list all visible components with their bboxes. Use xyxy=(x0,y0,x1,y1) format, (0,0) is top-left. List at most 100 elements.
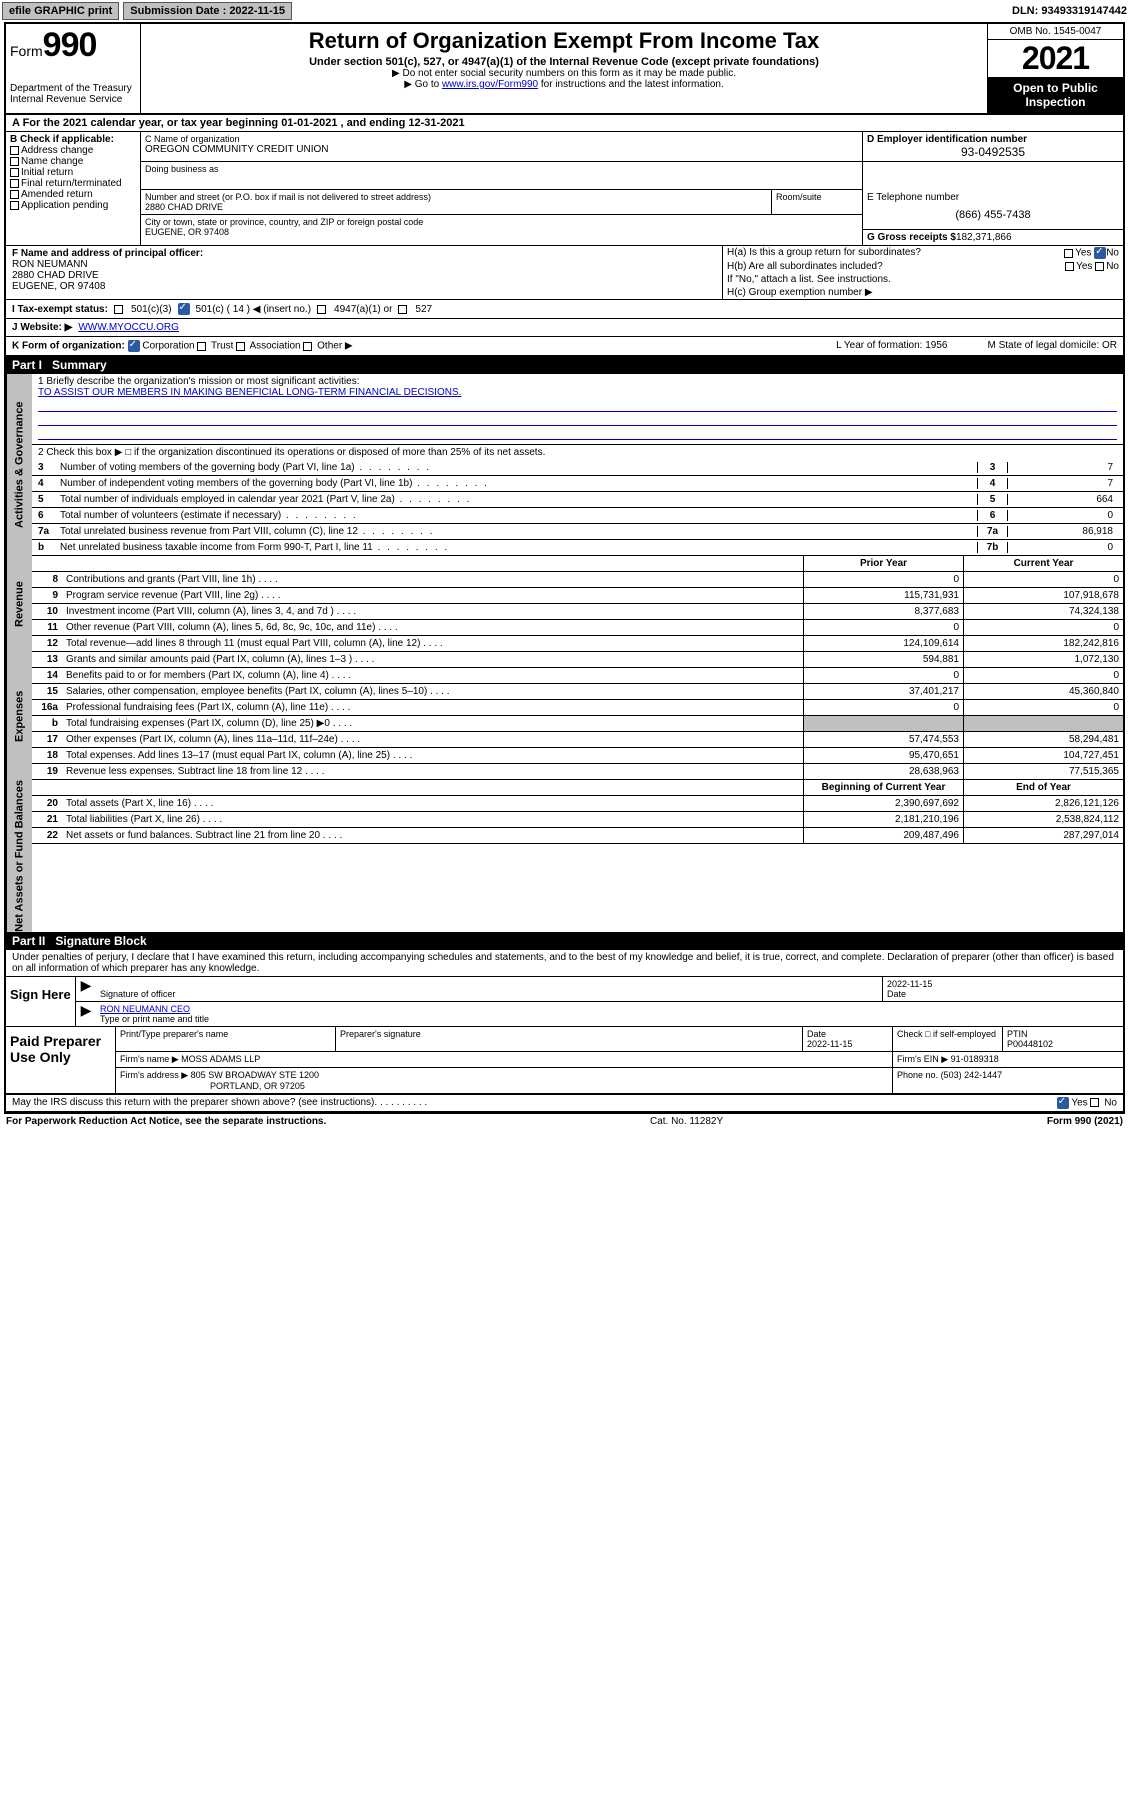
ha-q: H(a) Is this a group return for subordin… xyxy=(727,247,1064,259)
cb-final[interactable] xyxy=(10,179,19,188)
gov-row: 5Total number of individuals employed in… xyxy=(32,492,1123,508)
irs-link[interactable]: www.irs.gov/Form990 xyxy=(442,79,538,90)
block-bcd: B Check if applicable: Address change Na… xyxy=(6,132,1123,246)
sig-date-field: 2022-11-15Date xyxy=(883,977,1123,1001)
room-box: Room/suite xyxy=(772,190,862,214)
g-gross-box: G Gross receipts $182,371,866 xyxy=(863,230,1123,245)
cb-amended[interactable] xyxy=(10,190,19,199)
hb-yes[interactable] xyxy=(1065,262,1074,271)
submission-date: Submission Date : 2022-11-15 xyxy=(123,2,292,20)
row-a-period: A For the 2021 calendar year, or tax yea… xyxy=(6,115,1123,132)
hdr-prior: Prior Year xyxy=(803,556,963,571)
part1-gov-body: Activities & Governance 1 Briefly descri… xyxy=(6,374,1123,556)
prep-name-lab: Print/Type preparer's name xyxy=(116,1027,336,1051)
f-officer: F Name and address of principal officer:… xyxy=(6,246,723,299)
officer-name: RON NEUMANN xyxy=(12,259,88,270)
header-mid: Return of Organization Exempt From Incom… xyxy=(141,24,988,113)
net-row: 22Net assets or fund balances. Subtract … xyxy=(32,828,1123,844)
cb-initial[interactable] xyxy=(10,168,19,177)
net-row: 20Total assets (Part X, line 16) . . . .… xyxy=(32,796,1123,812)
officer-name-link[interactable]: RON NEUMANN CEO xyxy=(100,1004,190,1014)
exp-row: 19Revenue less expenses. Subtract line 1… xyxy=(32,764,1123,780)
e-label: E Telephone number xyxy=(867,192,1119,203)
cb-name-change[interactable] xyxy=(10,157,19,166)
sign-here-label: Sign Here xyxy=(6,977,76,1026)
may-discuss: May the IRS discuss this return with the… xyxy=(6,1095,1123,1112)
may-no[interactable] xyxy=(1090,1098,1099,1107)
gov-row: 7aTotal unrelated business revenue from … xyxy=(32,524,1123,540)
may-q: May the IRS discuss this return with the… xyxy=(12,1097,374,1109)
dba-label: Doing business as xyxy=(145,164,858,174)
phone-value: (866) 455-7438 xyxy=(867,203,1119,221)
firm-name-box: Firm's name ▶ MOSS ADAMS LLP xyxy=(116,1052,893,1067)
mission-text[interactable]: TO ASSIST OUR MEMBERS IN MAKING BENEFICI… xyxy=(38,387,461,398)
city-box: City or town, state or province, country… xyxy=(141,215,862,239)
part1-header: Part I Summary xyxy=(6,356,1123,374)
hdr-boy: Beginning of Current Year xyxy=(803,780,963,795)
page-footer: For Paperwork Reduction Act Notice, see … xyxy=(0,1114,1129,1129)
street-value: 2880 CHAD DRIVE xyxy=(145,202,767,212)
dln: DLN: 93493319147442 xyxy=(1012,5,1127,17)
street-label: Number and street (or P.O. box if mail i… xyxy=(145,192,767,202)
open-to-public: Open to Public Inspection xyxy=(988,77,1123,113)
cb-app-pending[interactable] xyxy=(10,201,19,210)
prep-self-emp: Check □ if self-employed xyxy=(893,1027,1003,1051)
part2-header: Part II Signature Block xyxy=(6,932,1123,950)
cb-other[interactable] xyxy=(303,342,312,351)
ha-yes[interactable] xyxy=(1064,249,1073,258)
gov-row: 4Number of independent voting members of… xyxy=(32,476,1123,492)
hc-q: H(c) Group exemption number ▶ xyxy=(727,287,1119,298)
hb-no[interactable] xyxy=(1095,262,1104,271)
cb-4947[interactable] xyxy=(317,305,326,314)
hb-note: If "No," attach a list. See instructions… xyxy=(727,274,1119,285)
cb-trust[interactable] xyxy=(197,342,206,351)
city-label: City or town, state or province, country… xyxy=(145,217,858,227)
col-cd: C Name of organization OREGON COMMUNITY … xyxy=(141,132,1123,245)
efile-button[interactable]: efile GRAPHIC print xyxy=(2,2,119,20)
form-container: Form990 Department of the Treasury Inter… xyxy=(4,22,1125,1114)
g-label: G Gross receipts $ xyxy=(867,232,956,243)
cb-assoc[interactable] xyxy=(236,342,245,351)
exp-row: 14Benefits paid to or for members (Part … xyxy=(32,668,1123,684)
cb-501c3[interactable] xyxy=(114,305,123,314)
gov-row: 3Number of voting members of the governi… xyxy=(32,460,1123,476)
state-domicile: M State of legal domicile: OR xyxy=(988,340,1118,352)
prep-date: Date 2022-11-15 xyxy=(803,1027,893,1051)
c-name-box: C Name of organization OREGON COMMUNITY … xyxy=(141,132,863,162)
part1-num: Part I xyxy=(12,358,42,372)
part1-title: Summary xyxy=(52,358,107,372)
city-value: EUGENE, OR 97408 xyxy=(145,227,858,237)
address-box: Number and street (or P.O. box if mail i… xyxy=(141,190,863,245)
exp-row: 13Grants and similar amounts paid (Part … xyxy=(32,652,1123,668)
part1-net-body: Net Assets or Fund Balances Beginning of… xyxy=(6,780,1123,932)
cb-527[interactable] xyxy=(398,305,407,314)
gov-row: 6Total number of volunteers (estimate if… xyxy=(32,508,1123,524)
sign-here-block: Sign Here ▶ Signature of officer 2022-11… xyxy=(6,977,1123,1027)
rev-row: 11Other revenue (Part VIII, column (A), … xyxy=(32,620,1123,636)
firm-addr-box: Firm's address ▶ 805 SW BROADWAY STE 120… xyxy=(116,1068,893,1093)
tab-governance: Activities & Governance xyxy=(6,374,32,556)
gov-row: bNet unrelated business taxable income f… xyxy=(32,540,1123,556)
officer-addr1: 2880 CHAD DRIVE xyxy=(12,270,99,281)
top-toolbar: efile GRAPHIC print Submission Date : 20… xyxy=(0,0,1129,22)
d-ein-box: D Employer identification number 93-0492… xyxy=(863,132,1123,162)
rev-row: 8Contributions and grants (Part VIII, li… xyxy=(32,572,1123,588)
tab-expenses: Expenses xyxy=(6,652,32,780)
cb-corp-checked[interactable] xyxy=(128,340,140,352)
cb-address-change[interactable] xyxy=(10,146,19,155)
firm-ein-box: Firm's EIN ▶ 91-0189318 xyxy=(893,1052,1123,1067)
may-yes-checked[interactable] xyxy=(1057,1097,1069,1109)
header-left: Form990 Department of the Treasury Inter… xyxy=(6,24,141,113)
b-label: B Check if applicable: xyxy=(10,134,136,145)
cb-501c-checked[interactable] xyxy=(178,303,190,315)
gross-receipts: 182,371,866 xyxy=(956,232,1012,243)
hdr-eoy: End of Year xyxy=(963,780,1123,795)
website-link[interactable]: WWW.MYOCCU.ORG xyxy=(78,322,179,333)
footer-mid: Cat. No. 11282Y xyxy=(650,1116,723,1127)
ha-no-checked[interactable] xyxy=(1094,247,1106,259)
exp-row: bTotal fundraising expenses (Part IX, co… xyxy=(32,716,1123,732)
h-box: H(a) Is this a group return for subordin… xyxy=(723,246,1123,299)
year-formation: L Year of formation: 1956 xyxy=(836,340,947,352)
block-fh: F Name and address of principal officer:… xyxy=(6,246,1123,300)
rev-hdr: Prior Year Current Year xyxy=(32,556,1123,572)
